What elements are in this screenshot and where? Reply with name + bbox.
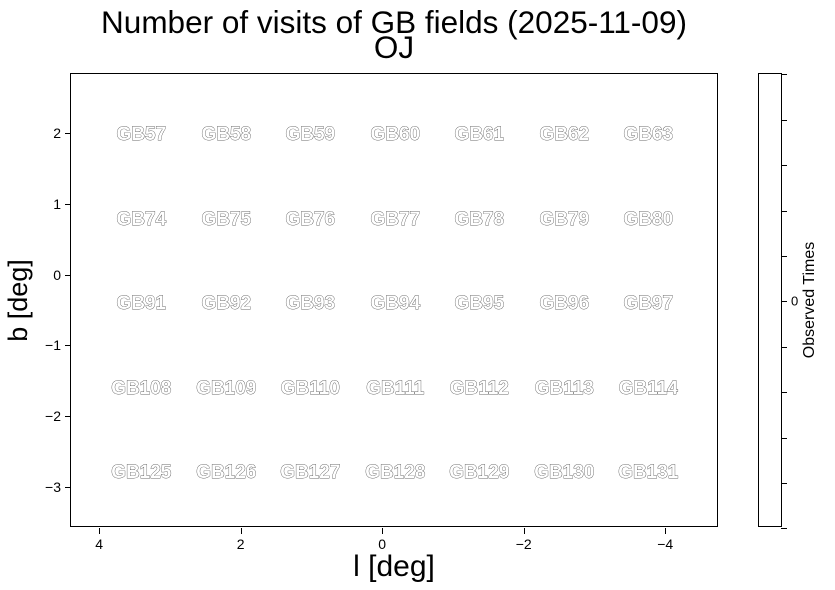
svg-text:GB126: GB126 [196, 462, 256, 483]
svg-text:GB95: GB95 [455, 293, 505, 314]
svg-text:GB78: GB78 [455, 209, 505, 230]
svg-text:GB109: GB109 [196, 378, 256, 399]
svg-text:GB108: GB108 [111, 378, 171, 399]
svg-text:GB74: GB74 [116, 209, 166, 230]
svg-text:GB130: GB130 [534, 462, 594, 483]
svg-text:GB111: GB111 [366, 378, 424, 399]
svg-text:GB59: GB59 [286, 124, 336, 145]
svg-text:GB129: GB129 [449, 462, 509, 483]
svg-text:GB91: GB91 [116, 293, 166, 314]
svg-text:GB79: GB79 [539, 209, 589, 230]
svg-text:GB75: GB75 [201, 209, 251, 230]
svg-text:GB131: GB131 [619, 462, 680, 483]
svg-text:GB113: GB113 [535, 378, 594, 399]
svg-text:GB60: GB60 [370, 124, 420, 145]
svg-text:GB61: GB61 [455, 124, 505, 145]
svg-text:GB96: GB96 [539, 293, 589, 314]
svg-text:GB128: GB128 [365, 462, 425, 483]
svg-text:GB125: GB125 [111, 462, 172, 483]
svg-text:GB127: GB127 [280, 462, 340, 483]
svg-text:GB112: GB112 [450, 378, 509, 399]
svg-text:GB97: GB97 [624, 293, 674, 314]
svg-text:GB58: GB58 [201, 124, 251, 145]
svg-text:GB57: GB57 [116, 124, 166, 145]
svg-text:GB93: GB93 [286, 293, 336, 314]
svg-text:GB114: GB114 [619, 378, 679, 399]
svg-text:GB94: GB94 [370, 293, 420, 314]
svg-text:GB80: GB80 [624, 209, 674, 230]
svg-text:GB62: GB62 [539, 124, 589, 145]
svg-text:GB76: GB76 [286, 209, 336, 230]
svg-text:GB92: GB92 [201, 293, 251, 314]
svg-text:GB77: GB77 [370, 209, 420, 230]
svg-text:GB110: GB110 [281, 378, 340, 399]
svg-text:GB63: GB63 [624, 124, 674, 145]
